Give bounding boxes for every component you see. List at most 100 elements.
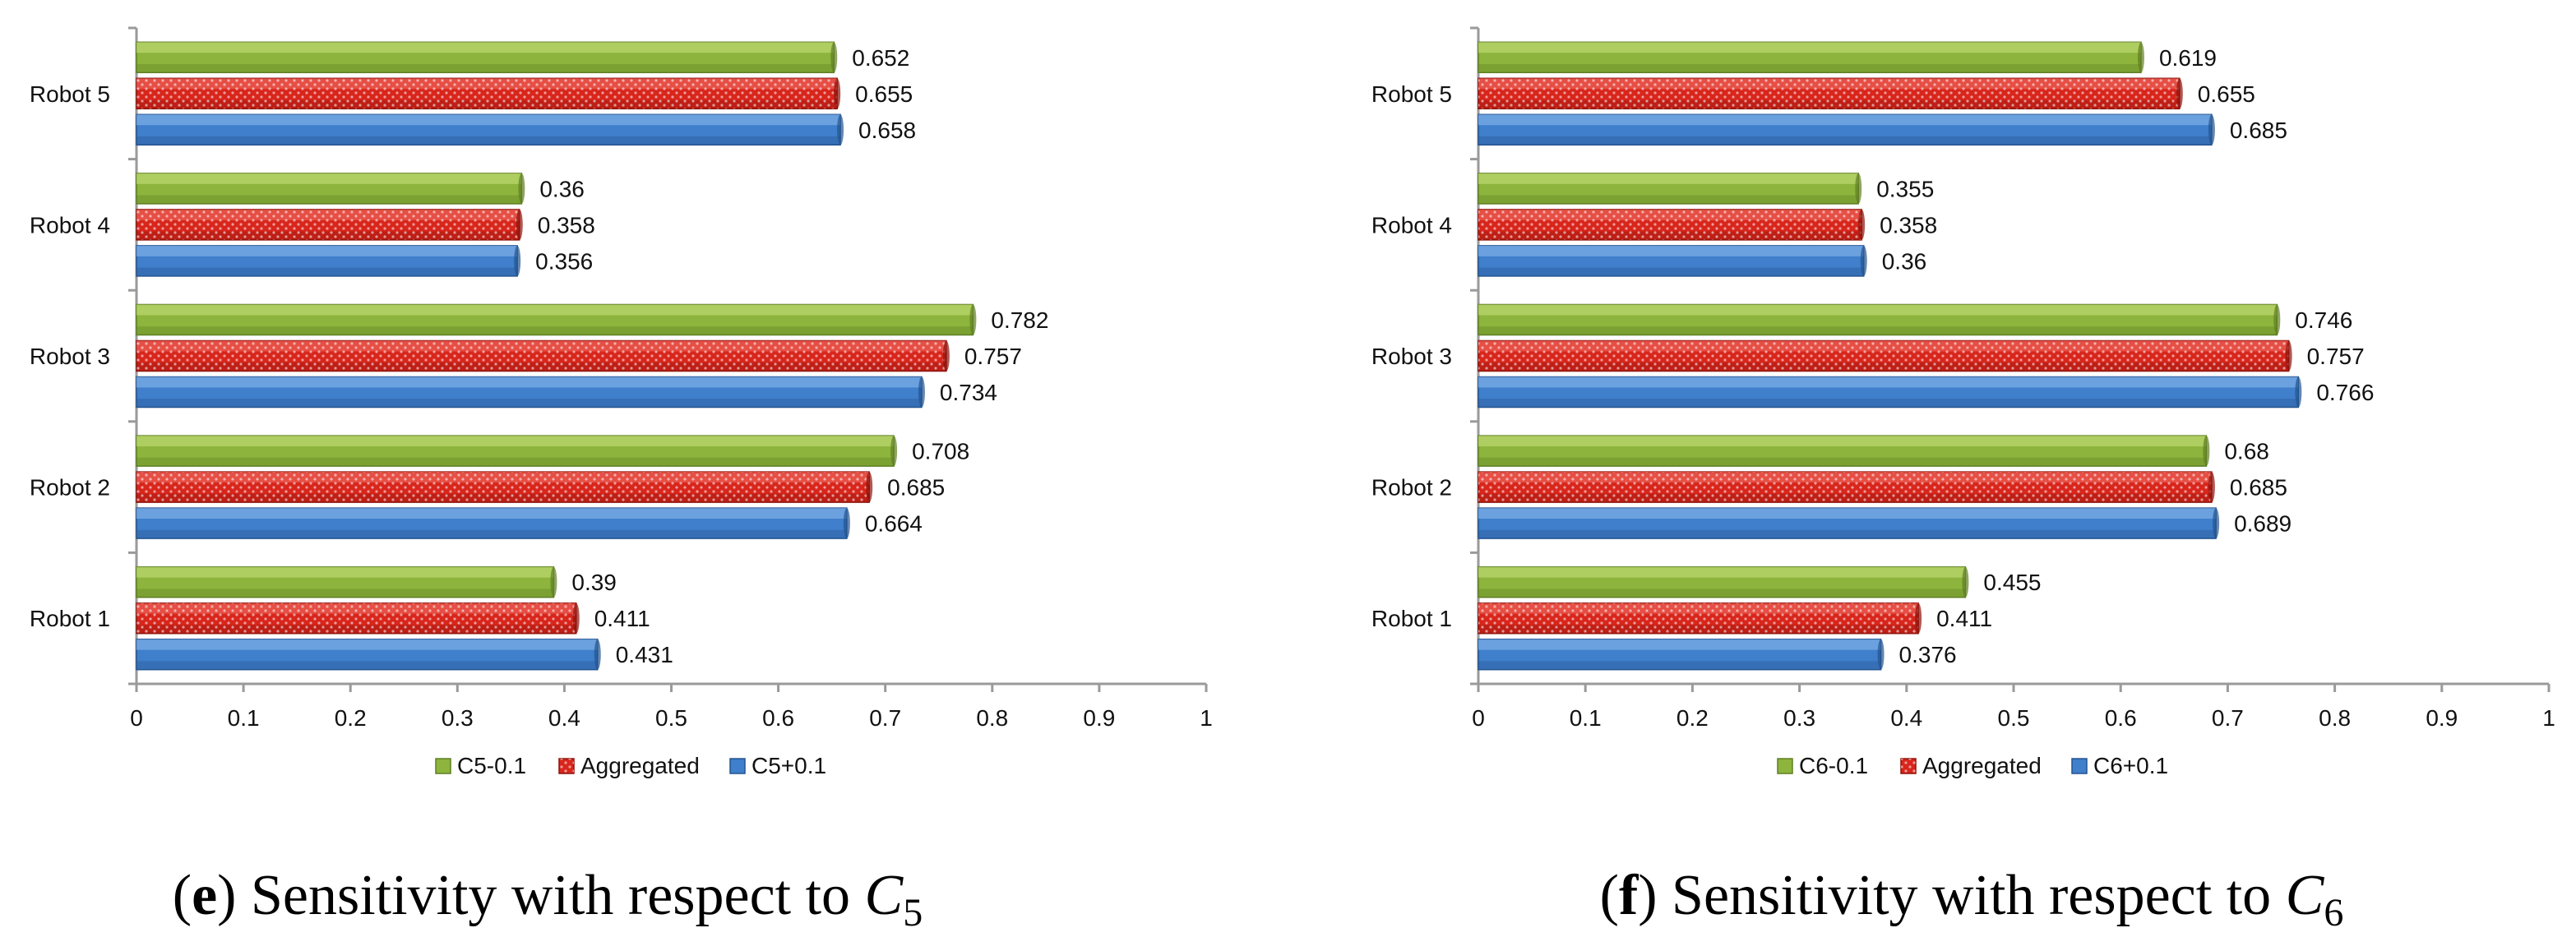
bar-c5-0-1 <box>136 435 898 467</box>
x-tick-label: 0.2 <box>335 705 367 731</box>
x-tick-label: 0 <box>130 705 143 731</box>
data-label: 0.358 <box>1880 212 1937 238</box>
data-label: 0.411 <box>594 606 650 631</box>
data-label: 0.411 <box>1936 606 1992 631</box>
bar-aggregated <box>1478 471 2215 503</box>
legend-swatch <box>435 758 451 774</box>
data-label: 0.655 <box>2198 81 2255 107</box>
data-label: 0.356 <box>535 248 593 274</box>
x-tick-label: 0.1 <box>228 705 260 731</box>
data-label: 0.68 <box>2224 439 2269 464</box>
data-label: 0.619 <box>2159 45 2217 71</box>
x-tick-label: 0.5 <box>655 705 687 731</box>
bar-c5-0-1 <box>136 113 844 146</box>
data-label: 0.455 <box>1983 570 2041 595</box>
bar-c6-0-1 <box>1478 566 1969 598</box>
bar-c5-0-1 <box>136 638 601 671</box>
bar-c5-0-1 <box>136 376 925 409</box>
category-label: Robot 3 <box>1371 344 1452 369</box>
category-label: Robot 5 <box>30 81 110 107</box>
bar-c5-0-1 <box>136 41 838 74</box>
bar-aggregated <box>136 209 523 241</box>
data-label: 0.766 <box>2316 380 2374 405</box>
legend-label: Aggregated <box>580 753 700 778</box>
x-tick-label: 0.3 <box>1783 705 1815 731</box>
x-tick-label: 0.7 <box>869 705 901 731</box>
data-label: 0.746 <box>2295 307 2352 333</box>
x-tick-label: 0.3 <box>442 705 474 731</box>
legend-label: C6-0.1 <box>1799 753 1868 778</box>
category-label: Robot 4 <box>1371 212 1452 238</box>
legend-item: C5+0.1 <box>729 753 826 778</box>
bar-c5-0-1 <box>136 173 525 205</box>
figure-caption: (f) Sensitivity with respect to C6 <box>1600 864 2344 935</box>
bar-c6-0-1 <box>1478 376 2302 409</box>
legend-swatch <box>729 758 746 774</box>
bar-c6-0-1 <box>1478 41 2144 74</box>
data-label: 0.376 <box>1899 642 1957 667</box>
data-label: 0.734 <box>940 380 997 405</box>
legend-label: C5+0.1 <box>752 753 826 778</box>
x-tick-label: 0.8 <box>976 705 1008 731</box>
category-label: Robot 2 <box>1371 475 1452 501</box>
category-label: Robot 5 <box>1371 81 1452 107</box>
data-label: 0.39 <box>571 570 617 595</box>
data-label: 0.355 <box>1876 176 1934 201</box>
category-label: Robot 3 <box>30 344 110 369</box>
figure-caption: (e) Sensitivity with respect to C5 <box>173 864 923 935</box>
x-tick-label: 0.6 <box>762 705 794 731</box>
category-label: Robot 4 <box>30 212 110 238</box>
x-tick-label: 0.1 <box>1570 705 1602 731</box>
x-tick-label: 0.5 <box>1998 705 2030 731</box>
x-tick-label: 0.9 <box>1083 705 1115 731</box>
x-tick-label: 0 <box>1472 705 1485 731</box>
legend-item: C6+0.1 <box>2071 753 2168 778</box>
legend-label: C6+0.1 <box>2093 753 2168 778</box>
legend-swatch <box>2071 758 2088 774</box>
x-tick-label: 0.8 <box>2319 705 2351 731</box>
legend-item: C6-0.1 <box>1777 753 1868 778</box>
caption-subscript: 6 <box>2324 891 2343 935</box>
bar-aggregated <box>136 471 873 503</box>
bar-aggregated <box>1478 602 1922 635</box>
x-tick-label: 0.7 <box>2212 705 2244 731</box>
x-tick-label: 0.2 <box>1676 705 1709 731</box>
category-label: Robot 1 <box>1371 606 1452 631</box>
data-label: 0.685 <box>887 475 945 501</box>
data-label: 0.782 <box>991 307 1048 333</box>
x-tick-label: 1 <box>2542 705 2555 731</box>
caption-letter: e <box>192 864 217 927</box>
bar-c6-0-1 <box>1478 507 2220 539</box>
data-label: 0.689 <box>2234 511 2292 537</box>
x-tick-label: 0.9 <box>2426 705 2458 731</box>
data-label: 0.652 <box>852 45 909 71</box>
legend-item: Aggregated <box>558 753 700 778</box>
x-tick-label: 1 <box>1200 705 1213 731</box>
caption-subscript: 5 <box>903 891 923 935</box>
legend-item: Aggregated <box>1900 753 2042 778</box>
data-label: 0.685 <box>2230 118 2287 143</box>
data-label: 0.358 <box>538 212 595 238</box>
data-label: 0.708 <box>912 439 969 464</box>
bar-c6-0-1 <box>1478 638 1885 671</box>
data-label: 0.658 <box>858 118 916 143</box>
bar-c5-0-1 <box>136 566 557 598</box>
legend-item: C5-0.1 <box>435 753 526 778</box>
bar-aggregated <box>1478 209 1866 241</box>
bar-aggregated <box>1478 339 2292 372</box>
data-label: 0.685 <box>2230 475 2287 501</box>
bar-c5-0-1 <box>136 303 977 336</box>
data-label: 0.757 <box>2307 344 2365 369</box>
bar-aggregated <box>136 602 580 635</box>
caption-letter: f <box>1619 864 1639 927</box>
bar-c6-0-1 <box>1478 245 1867 277</box>
caption-variable: C <box>2286 864 2325 927</box>
caption-variable: C <box>865 864 904 927</box>
data-label: 0.36 <box>1882 248 1927 274</box>
chart-panel-f: 0 0.1 0.2 0.3 0.4 0.5 0.6 0.7 0.8 0.9 1 Robot 1 0.45… <box>1371 26 2555 935</box>
legend-swatch <box>1777 758 1793 774</box>
data-label: 0.431 <box>616 642 673 667</box>
data-label: 0.655 <box>855 81 913 107</box>
x-tick-label: 0.6 <box>2105 705 2137 731</box>
